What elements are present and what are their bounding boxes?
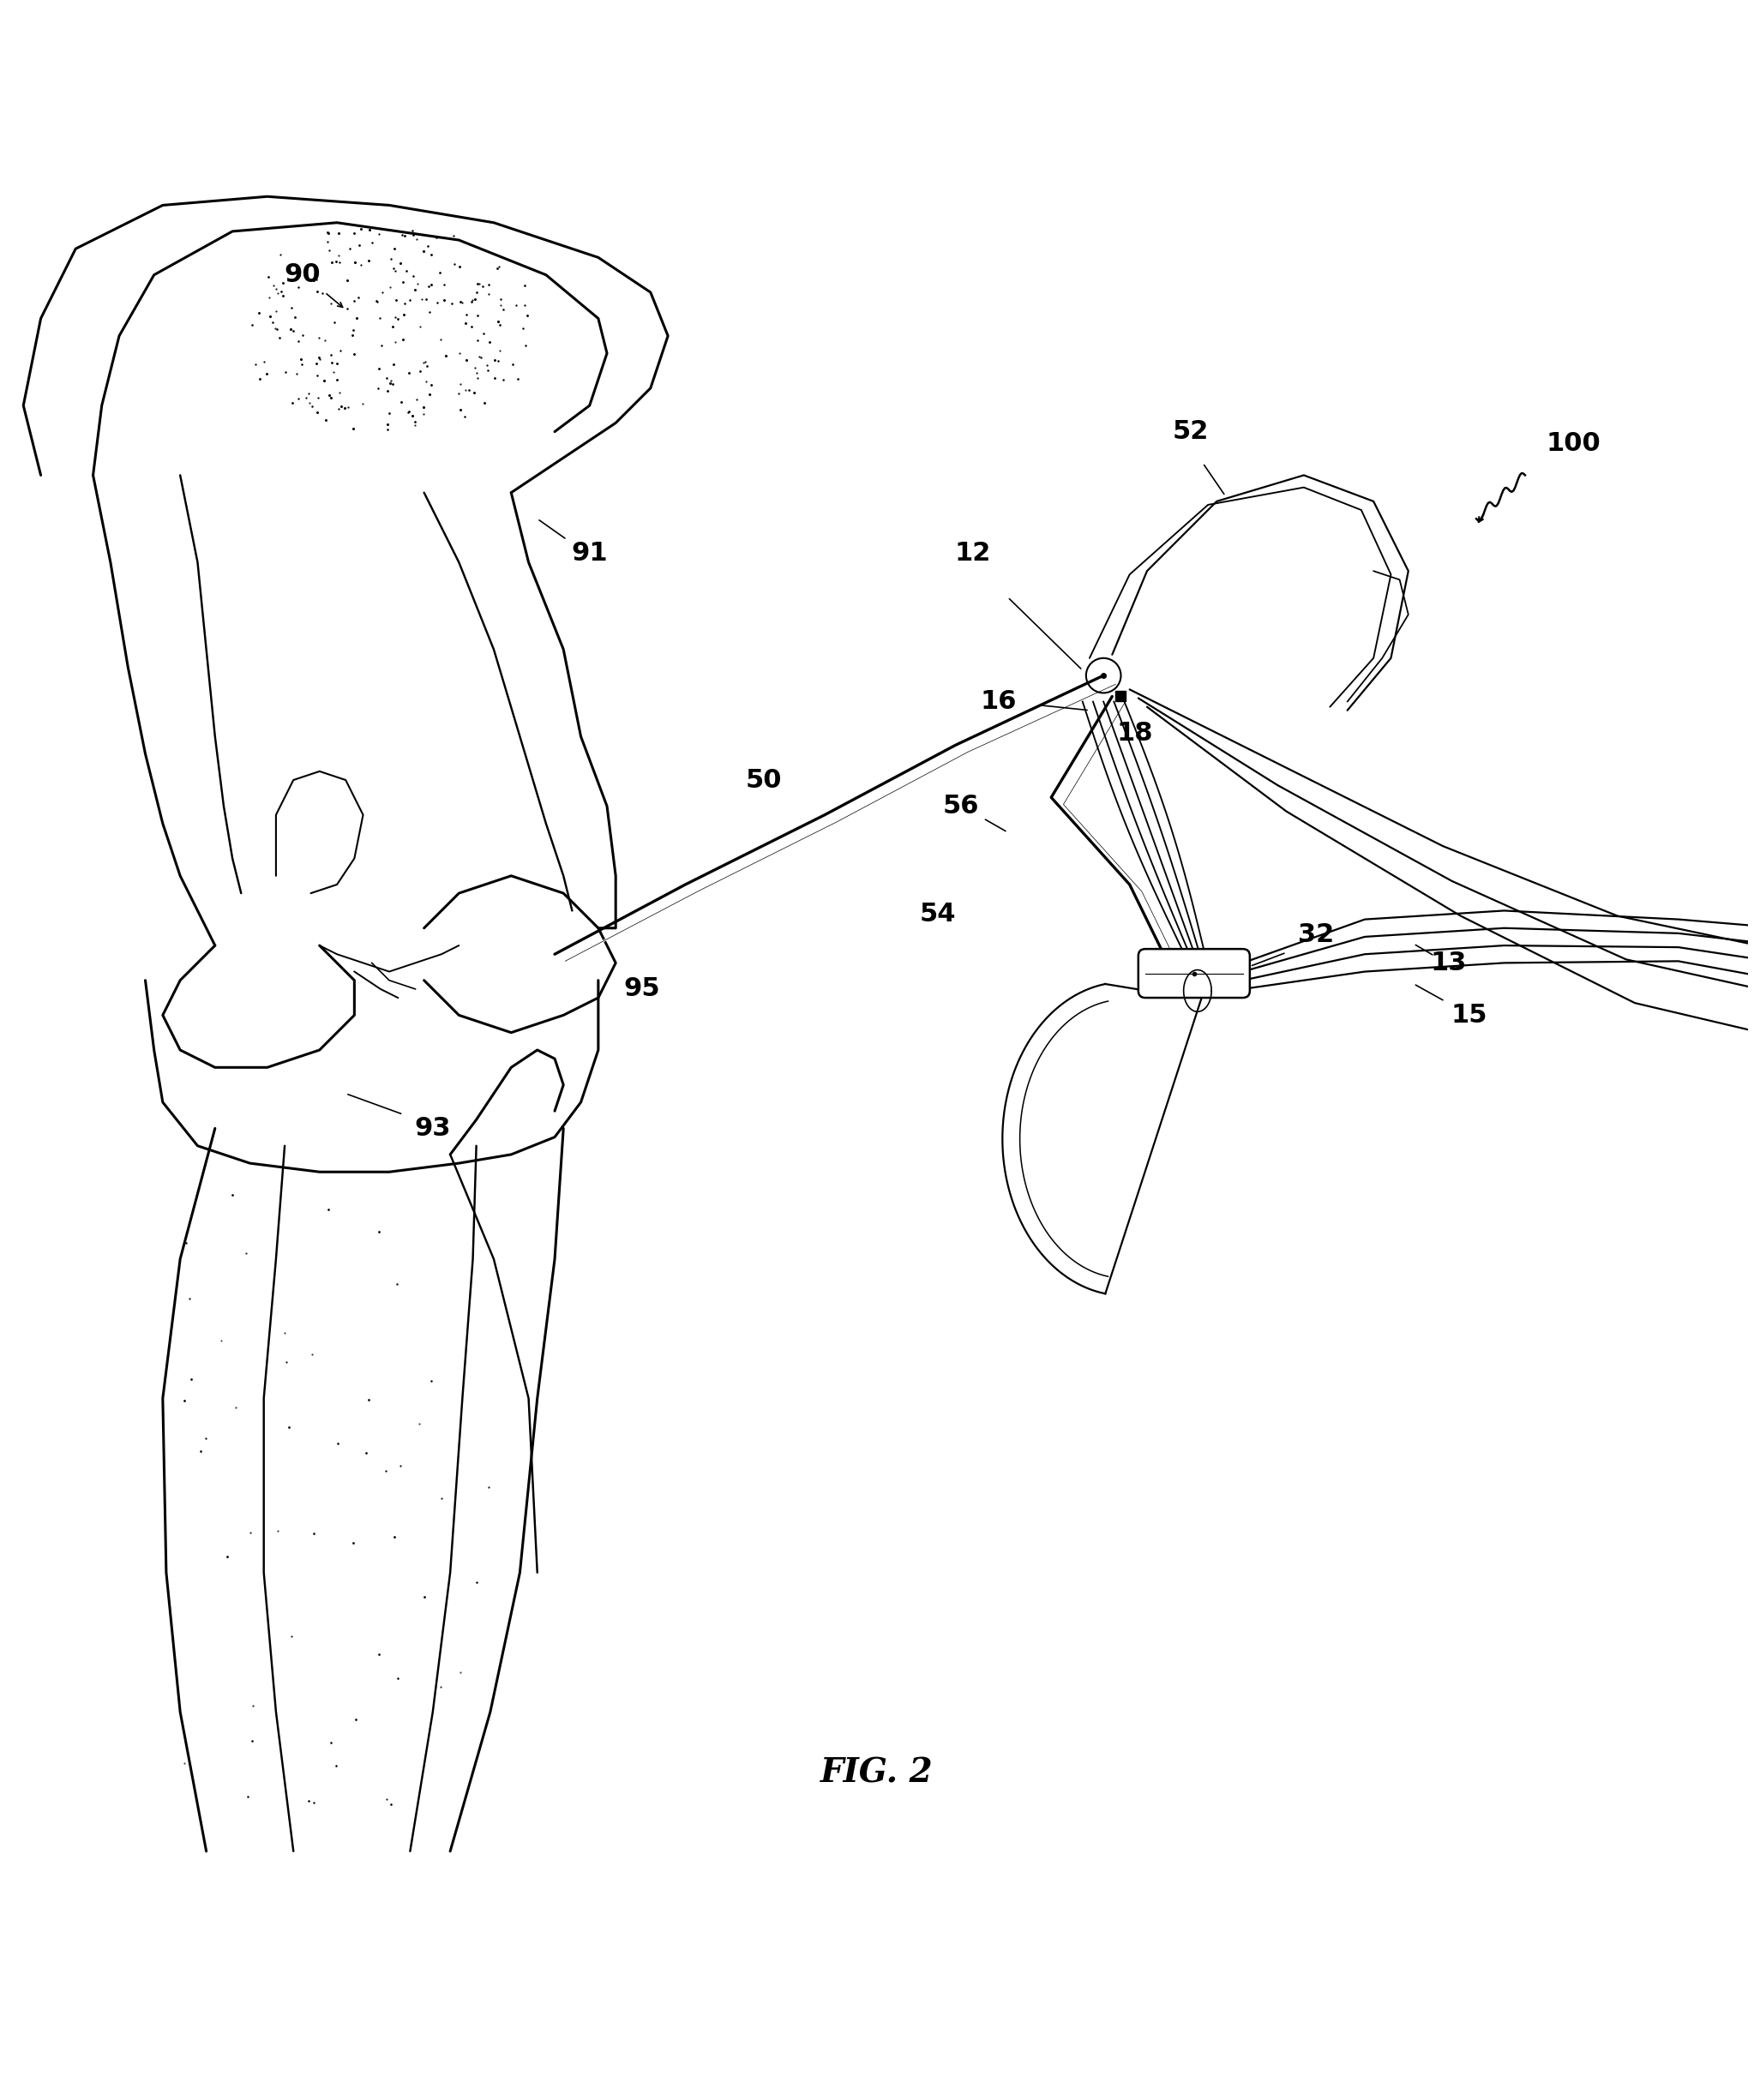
Text: 15: 15: [1451, 1002, 1487, 1027]
Text: 13: 13: [1430, 951, 1466, 974]
Text: 54: 54: [919, 901, 956, 926]
Text: 56: 56: [942, 794, 979, 819]
FancyBboxPatch shape: [1138, 949, 1251, 998]
Text: 16: 16: [980, 689, 1017, 714]
Text: 12: 12: [954, 542, 991, 567]
Text: 18: 18: [1117, 720, 1152, 745]
Text: 95: 95: [623, 976, 660, 1002]
Text: 91: 91: [572, 542, 609, 567]
Text: 100: 100: [1547, 430, 1601, 456]
Text: 52: 52: [1172, 420, 1209, 443]
Text: 93: 93: [414, 1115, 451, 1140]
Text: FIG. 2: FIG. 2: [821, 1756, 933, 1789]
Text: 90: 90: [284, 262, 321, 288]
Text: 50: 50: [745, 769, 782, 792]
Text: 32: 32: [1298, 922, 1335, 947]
